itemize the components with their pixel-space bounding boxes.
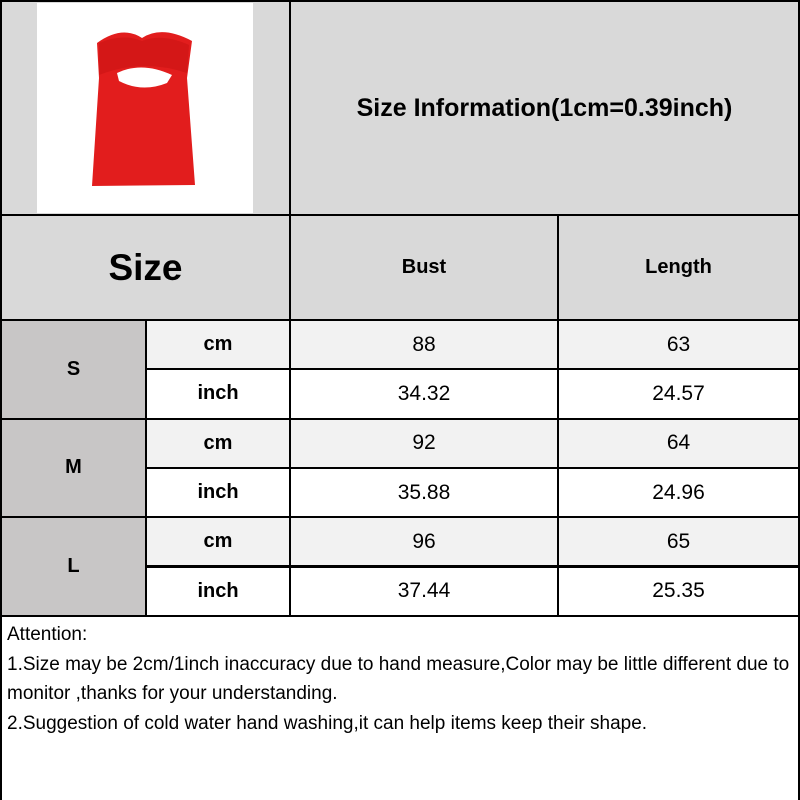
length-value: 65 xyxy=(557,516,800,568)
product-image-cell xyxy=(0,0,291,216)
product-image xyxy=(37,3,253,213)
bust-value: 34.32 xyxy=(289,368,559,420)
attention-notes: Attention: 1.Size may be 2cm/1inch inacc… xyxy=(0,615,800,800)
length-value: 63 xyxy=(557,319,800,371)
bust-header: Bust xyxy=(289,214,559,321)
length-value: 64 xyxy=(557,417,800,469)
note-2: 2.Suggestion of cold water hand washing,… xyxy=(7,712,648,734)
size-info-title: Size Information(1cm=0.39inch) xyxy=(289,0,800,216)
unit-label: inch xyxy=(145,565,291,617)
unit-label: inch xyxy=(145,466,291,519)
length-value: 25.35 xyxy=(557,565,800,617)
size-label: L xyxy=(0,516,147,617)
unit-label: inch xyxy=(145,368,291,420)
bust-value: 88 xyxy=(289,319,559,371)
unit-label: cm xyxy=(145,516,291,568)
bust-value: 96 xyxy=(289,516,559,568)
bust-value: 35.88 xyxy=(289,466,559,519)
note-1: 1.Size may be 2cm/1inch inaccuracy due t… xyxy=(7,653,790,705)
length-value: 24.57 xyxy=(557,368,800,420)
dress-icon xyxy=(92,32,195,187)
size-label: M xyxy=(0,417,147,519)
size-label: S xyxy=(0,319,147,420)
unit-label: cm xyxy=(145,319,291,371)
unit-label: cm xyxy=(145,417,291,469)
length-header: Length xyxy=(557,214,800,321)
length-value: 24.96 xyxy=(557,466,800,519)
notes-heading: Attention: xyxy=(7,624,88,645)
bust-value: 92 xyxy=(289,417,559,469)
size-header: Size xyxy=(0,214,291,321)
bust-value: 37.44 xyxy=(289,565,559,617)
